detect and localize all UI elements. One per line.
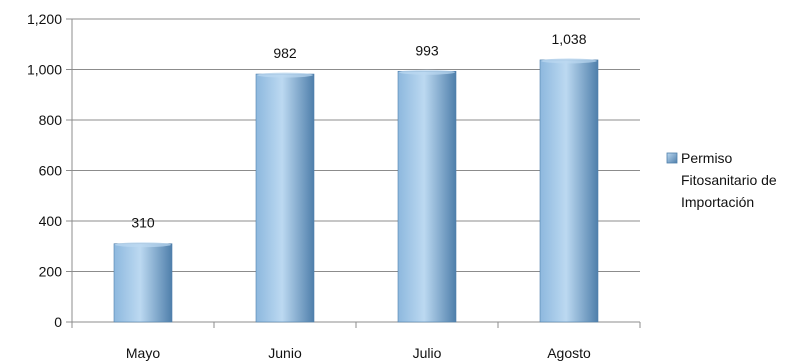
y-tick-label: 0: [54, 314, 62, 330]
legend-label-line-2: Fitosanitario de: [681, 172, 777, 188]
bar-top-highlight: [257, 72, 313, 78]
bar-top-highlight: [115, 242, 171, 248]
y-tick-label: 600: [39, 163, 63, 179]
bar-top-highlight: [399, 69, 455, 75]
data-label: 1,038: [551, 31, 586, 47]
bar-julio: [397, 70, 457, 323]
legend-label-line-3: Importación: [681, 194, 754, 210]
y-tick-label: 1,200: [27, 11, 62, 27]
y-tick-label: 1,000: [27, 62, 62, 78]
data-label: 982: [273, 45, 297, 61]
y-tick-label: 200: [39, 264, 63, 280]
y-tick-label: 400: [39, 213, 63, 229]
bar-junio: [255, 73, 315, 323]
legend: Permiso Fitosanitario de Importación: [666, 150, 777, 210]
x-tick-label: Agosto: [547, 345, 591, 361]
y-tick-label: 800: [39, 112, 63, 128]
data-label: 993: [415, 42, 439, 58]
y-axis-tick-labels: 0 200 400 600 800 1,000 1,200: [27, 11, 62, 330]
data-labels: 310 982 993 1,038: [131, 31, 586, 231]
data-label: 310: [131, 215, 155, 231]
x-axis-tick-labels: Mayo Junio Julio Agosto: [126, 345, 591, 361]
x-tick-label: Junio: [268, 345, 302, 361]
bar-top-highlight: [541, 58, 597, 64]
x-tick-label: Mayo: [126, 345, 160, 361]
legend-label-line-1: Permiso: [681, 150, 733, 166]
bars: [113, 58, 599, 323]
legend-swatch: [666, 152, 678, 164]
bar-mayo: [113, 243, 173, 323]
x-tick-label: Julio: [413, 345, 442, 361]
bar-agosto: [539, 59, 599, 323]
